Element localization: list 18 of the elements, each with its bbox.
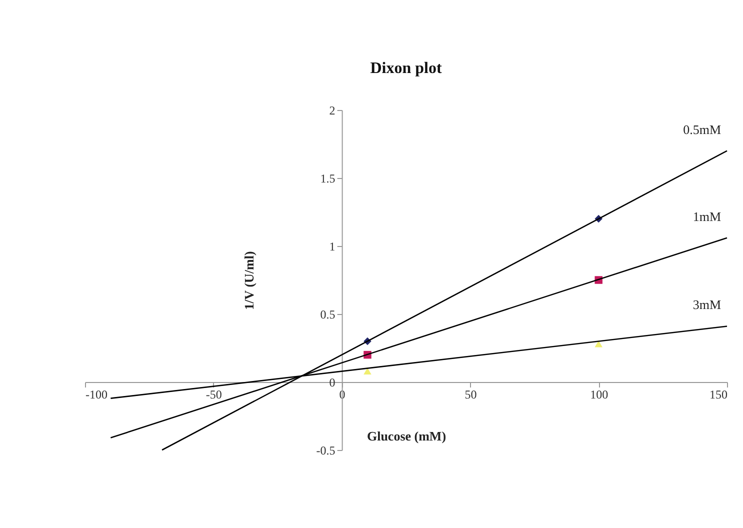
y-tick-label: 2 bbox=[329, 104, 336, 118]
y-tick-label: -0.5 bbox=[316, 444, 336, 458]
y-tick-label: 1 bbox=[329, 240, 336, 254]
x-tick-label: 150 bbox=[710, 388, 728, 402]
x-tick-label: -100 bbox=[86, 388, 108, 402]
y-tick-label: 1.5 bbox=[320, 172, 336, 186]
y-tick-label: 0.5 bbox=[320, 308, 336, 322]
chart-title: Dixon plot bbox=[370, 60, 442, 77]
y-tick-label: 0 bbox=[329, 376, 336, 390]
y-axis-title: 1/V (U/ml) bbox=[241, 251, 256, 310]
x-axis-title: Glucose (mM) bbox=[366, 428, 446, 444]
x-tick-label: 50 bbox=[464, 388, 477, 402]
series-label: 0.5mM bbox=[683, 122, 722, 137]
x-tick-label: 0 bbox=[339, 388, 346, 402]
x-tick-label: 100 bbox=[590, 388, 608, 402]
series-label: 1mM bbox=[692, 208, 722, 224]
x-tick-label: -50 bbox=[206, 388, 222, 402]
series-label: 3mM bbox=[692, 297, 722, 312]
